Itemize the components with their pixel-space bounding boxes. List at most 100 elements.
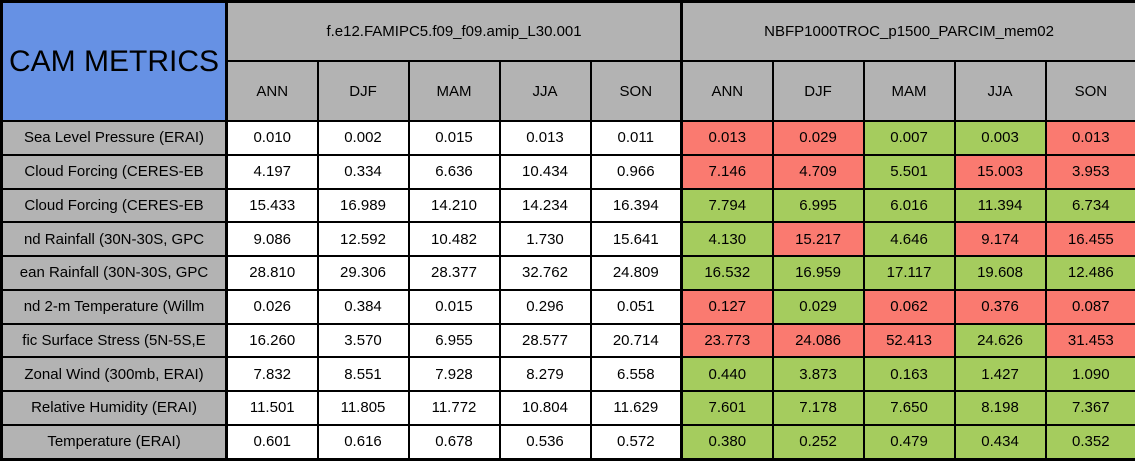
control-value-cell: 28.577 xyxy=(498,322,592,359)
test-value-cell: 9.174 xyxy=(953,221,1047,257)
test-value-cell: 24.626 xyxy=(953,322,1047,359)
test-value-cell: 0.352 xyxy=(1044,423,1135,461)
table-row: nd 2-m Temperature (Willm 0.026 0.384 0.015… xyxy=(0,288,1135,325)
control-value-cell: 14.234 xyxy=(498,187,592,224)
test-value-cell: 3.873 xyxy=(771,356,865,392)
control-value-cell: 8.279 xyxy=(498,356,592,392)
table-row: Sea Level Pressure (ERAI) 0.010 0.002 0.015… xyxy=(0,120,1135,156)
season-header-mam: MAM xyxy=(862,60,956,122)
season-header-ann: ANN xyxy=(680,60,774,122)
control-value-cell: 14.210 xyxy=(407,187,501,224)
test-value-cell: 0.062 xyxy=(862,288,956,325)
control-value-cell: 0.601 xyxy=(225,423,319,461)
control-value-cell: 7.928 xyxy=(407,356,501,392)
test-value-cell: 6.734 xyxy=(1044,187,1135,224)
metrics-tbody: Sea Level Pressure (ERAI) 0.010 0.002 0.015… xyxy=(0,120,1135,461)
control-value-cell: 0.678 xyxy=(407,423,501,461)
test-value-cell: 0.479 xyxy=(862,423,956,461)
season-header-son: SON xyxy=(589,60,683,122)
metric-label: Cloud Forcing (CERES-EB xyxy=(0,187,228,224)
control-value-cell: 0.572 xyxy=(589,423,683,461)
control-value-cell: 0.296 xyxy=(498,288,592,325)
test-value-cell: 0.440 xyxy=(680,356,774,392)
season-header-djf: DJF xyxy=(771,60,865,122)
test-value-cell: 0.380 xyxy=(680,423,774,461)
test-value-cell: 24.086 xyxy=(771,322,865,359)
table-row: Relative Humidity (ERAI) 11.501 11.805 11.7… xyxy=(0,390,1135,426)
control-value-cell: 29.306 xyxy=(316,255,410,291)
test-value-cell: 7.146 xyxy=(680,153,774,190)
test-run-header: NBFP1000TROC_p1500_PARCIM_mem02 xyxy=(680,0,1135,62)
control-value-cell: 10.434 xyxy=(498,153,592,190)
test-value-cell: 16.959 xyxy=(771,255,865,291)
control-value-cell: 3.570 xyxy=(316,322,410,359)
table-row: fic Surface Stress (5N-5S,E 16.260 3.570 6.… xyxy=(0,322,1135,359)
control-value-cell: 11.629 xyxy=(589,390,683,426)
table-row: Zonal Wind (300mb, ERAI) 7.832 8.551 7.928 8… xyxy=(0,356,1135,392)
test-value-cell: 8.198 xyxy=(953,390,1047,426)
control-value-cell: 6.558 xyxy=(589,356,683,392)
control-value-cell: 9.086 xyxy=(225,221,319,257)
test-value-cell: 17.117 xyxy=(862,255,956,291)
control-value-cell: 32.762 xyxy=(498,255,592,291)
test-value-cell: 0.003 xyxy=(953,120,1047,156)
table-row: Temperature (ERAI) 0.601 0.616 0.678 0.536 0.… xyxy=(0,423,1135,461)
test-value-cell: 6.995 xyxy=(771,187,865,224)
test-value-cell: 1.427 xyxy=(953,356,1047,392)
table-row: ean Rainfall (30N-30S, GPC 28.810 29.306 28… xyxy=(0,255,1135,291)
control-value-cell: 20.714 xyxy=(589,322,683,359)
control-value-cell: 0.010 xyxy=(225,120,319,156)
test-value-cell: 7.367 xyxy=(1044,390,1135,426)
season-header-jja: JJA xyxy=(953,60,1047,122)
control-value-cell: 10.804 xyxy=(498,390,592,426)
control-value-cell: 28.377 xyxy=(407,255,501,291)
control-value-cell: 16.260 xyxy=(225,322,319,359)
metric-label: Relative Humidity (ERAI) xyxy=(0,390,228,426)
control-value-cell: 7.832 xyxy=(225,356,319,392)
group-header-row: CAM METRICS f.e12.FAMIPC5.f09_f09.amip_L… xyxy=(0,0,1135,122)
control-value-cell: 15.641 xyxy=(589,221,683,257)
control-value-cell: 6.955 xyxy=(407,322,501,359)
metric-label: ean Rainfall (30N-30S, GPC xyxy=(0,255,228,291)
season-header-row: ANN DJF MAM JJA SON ANN DJF MAM JJA SON xyxy=(2,60,1135,122)
metric-label: Temperature (ERAI) xyxy=(0,423,228,461)
control-value-cell: 0.616 xyxy=(316,423,410,461)
control-value-cell: 15.433 xyxy=(225,187,319,224)
test-value-cell: 23.773 xyxy=(680,322,774,359)
control-value-cell: 8.551 xyxy=(316,356,410,392)
control-value-cell: 0.026 xyxy=(225,288,319,325)
test-value-cell: 4.130 xyxy=(680,221,774,257)
table-row: Cloud Forcing (CERES-EB 4.197 0.334 6.636 10… xyxy=(0,153,1135,190)
test-value-cell: 11.394 xyxy=(953,187,1047,224)
control-value-cell: 28.810 xyxy=(225,255,319,291)
control-run-header: f.e12.FAMIPC5.f09_f09.amip_L30.001 xyxy=(225,0,683,62)
test-value-cell: 16.532 xyxy=(680,255,774,291)
page-title: CAM METRICS xyxy=(0,0,228,122)
test-value-cell: 31.453 xyxy=(1044,322,1135,359)
test-value-cell: 4.646 xyxy=(862,221,956,257)
table-row: nd Rainfall (30N-30S, GPC 9.086 12.592 10.4… xyxy=(0,221,1135,257)
control-value-cell: 0.002 xyxy=(316,120,410,156)
test-value-cell: 15.217 xyxy=(771,221,865,257)
metric-label: fic Surface Stress (5N-5S,E xyxy=(0,322,228,359)
control-value-cell: 16.394 xyxy=(589,187,683,224)
season-header-mam: MAM xyxy=(407,60,501,122)
metric-label: nd 2-m Temperature (Willm xyxy=(0,288,228,325)
test-value-cell: 16.455 xyxy=(1044,221,1135,257)
test-value-cell: 7.650 xyxy=(862,390,956,426)
control-value-cell: 0.334 xyxy=(316,153,410,190)
test-value-cell: 0.127 xyxy=(680,288,774,325)
control-value-cell: 12.592 xyxy=(316,221,410,257)
test-value-cell: 12.486 xyxy=(1044,255,1135,291)
test-value-cell: 52.413 xyxy=(862,322,956,359)
test-value-cell: 4.709 xyxy=(771,153,865,190)
control-value-cell: 0.536 xyxy=(498,423,592,461)
control-value-cell: 1.730 xyxy=(498,221,592,257)
metric-label: Sea Level Pressure (ERAI) xyxy=(0,120,228,156)
test-value-cell: 6.016 xyxy=(862,187,956,224)
season-header-son: SON xyxy=(1044,60,1135,122)
control-value-cell: 6.636 xyxy=(407,153,501,190)
test-value-cell: 0.434 xyxy=(953,423,1047,461)
metric-label: Zonal Wind (300mb, ERAI) xyxy=(0,356,228,392)
